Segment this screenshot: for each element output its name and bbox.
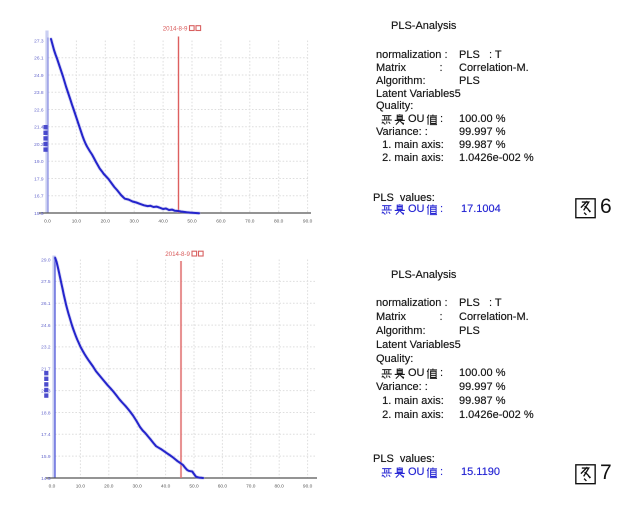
svg-text:2014-8-9: 2014-8-9 (163, 26, 188, 33)
svg-text:50.0: 50.0 (189, 484, 199, 490)
svg-text:70.0: 70.0 (246, 484, 256, 490)
svg-text:2014-8-9: 2014-8-9 (165, 251, 190, 258)
svg-text:19.0: 19.0 (34, 159, 44, 165)
svg-text:80.0: 80.0 (274, 219, 284, 225)
svg-text:60.0: 60.0 (218, 484, 228, 490)
svg-text:21.4: 21.4 (34, 125, 44, 131)
svg-text:22.6: 22.6 (34, 107, 44, 113)
svg-text:20.0: 20.0 (104, 484, 114, 490)
svg-text:90.0: 90.0 (303, 219, 313, 225)
svg-text:10.0: 10.0 (72, 219, 82, 225)
svg-text:24.6: 24.6 (41, 323, 51, 329)
svg-text:40.0: 40.0 (161, 484, 171, 490)
svg-text:15.5: 15.5 (34, 211, 44, 217)
svg-text:21.7: 21.7 (41, 367, 51, 373)
svg-text:16.7: 16.7 (34, 194, 44, 200)
svg-text:18.8: 18.8 (41, 410, 51, 416)
svg-text:24.9: 24.9 (34, 73, 44, 79)
svg-text:0.0: 0.0 (49, 484, 56, 490)
svg-text:17.9: 17.9 (34, 176, 44, 182)
svg-text:27.3: 27.3 (34, 38, 44, 44)
svg-text:17.4: 17.4 (41, 432, 51, 438)
svg-text:20.0: 20.0 (101, 219, 111, 225)
svg-text:26.1: 26.1 (34, 56, 44, 62)
svg-text:29.0: 29.0 (41, 257, 51, 263)
svg-text:30.0: 30.0 (133, 484, 143, 490)
svg-text:10.0: 10.0 (76, 484, 86, 490)
svg-text:27.5: 27.5 (41, 279, 51, 285)
svg-text:15.9: 15.9 (41, 454, 51, 460)
svg-text:30.0: 30.0 (130, 219, 140, 225)
svg-text:60.0: 60.0 (216, 219, 226, 225)
svg-text:80.0: 80.0 (275, 484, 285, 490)
svg-text:50.0: 50.0 (187, 219, 197, 225)
svg-text:40.0: 40.0 (158, 219, 168, 225)
svg-text:90.0: 90.0 (303, 484, 313, 490)
svg-text:23.2: 23.2 (41, 345, 51, 351)
svg-text:26.1: 26.1 (41, 301, 51, 307)
svg-text:23.8: 23.8 (34, 90, 44, 96)
svg-text:70.0: 70.0 (245, 219, 255, 225)
svg-text:0.0: 0.0 (44, 219, 51, 225)
svg-text:14.5: 14.5 (41, 476, 51, 482)
svg-text:20.2: 20.2 (34, 142, 44, 148)
